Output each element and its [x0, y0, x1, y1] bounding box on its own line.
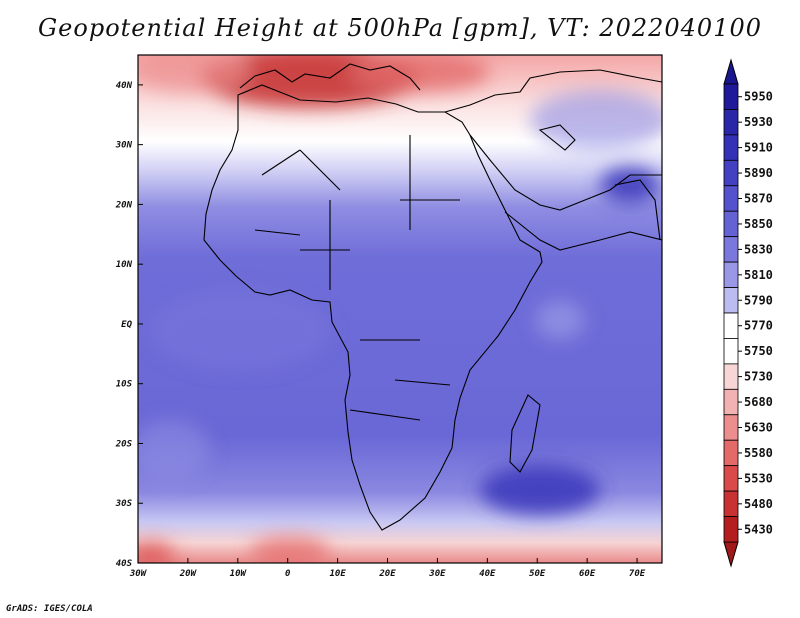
lon-tick-label: 10W [230, 569, 248, 579]
colorbar-swatch [723, 490, 739, 517]
lon-tick-label: 10E [329, 569, 346, 579]
colorbar-swatch [723, 109, 739, 136]
lon-tick-label: 30E [428, 569, 446, 579]
height-field [138, 55, 662, 563]
colorbar-swatch [723, 261, 739, 288]
lon-tick-label: 30W [129, 569, 148, 579]
colorbar-label: 5850 [744, 217, 773, 231]
coastlines [203, 63, 662, 531]
lon-tick-label: 40E [479, 569, 496, 579]
colorbar-label: 5480 [744, 497, 773, 511]
colorbar-swatch [723, 287, 739, 314]
colorbar-label: 5530 [744, 471, 773, 485]
lat-tick-label: EQ [121, 320, 132, 330]
colorbar-label: 5430 [744, 522, 773, 536]
colorbar-label: 5730 [744, 370, 773, 384]
lon-tick-label: 50E [529, 569, 546, 579]
lat-tick-label: 30S [115, 499, 133, 509]
lat-tick-label: 20S [115, 439, 133, 449]
colorbar-max-arrow [723, 58, 739, 85]
lat-tick-label: 20N [115, 200, 133, 210]
colorbar-label: 5770 [744, 319, 773, 333]
lat-tick-label: 30N [115, 141, 133, 151]
colorbar-swatch [723, 388, 739, 416]
colorbar-swatch [723, 159, 739, 187]
lon-tick-label: 20E [378, 569, 396, 579]
colorbar-swatch [723, 516, 739, 543]
colorbar-label: 5910 [744, 141, 773, 155]
colorbar-label: 5830 [744, 242, 773, 256]
colorbar: 5950 5930 5910 5890 5870 5850 5830 5810 5790 5770… [723, 58, 773, 568]
colorbar-swatch [723, 439, 739, 467]
colorbar-label: 5680 [744, 395, 773, 409]
lat-tick-label: 40N [116, 81, 133, 91]
map-title: Geopotential Height at 500hPa [gpm], VT:… [38, 14, 762, 42]
lon-tick-label: 70E [629, 569, 646, 579]
colorbar-swatch [723, 363, 739, 390]
colorbar-label: 5750 [744, 344, 773, 358]
lat-tick-label: 10N [116, 260, 133, 270]
colorbar-swatch [723, 414, 739, 441]
lon-tick-label: 60E [579, 569, 596, 579]
lon-tick-label: 0 [285, 569, 291, 579]
colorbar-swatch [723, 312, 739, 339]
colorbar-min-arrow [723, 541, 739, 568]
colorbar-swatch [723, 210, 739, 238]
colorbar-swatch [723, 134, 739, 161]
lat-tick-label: 40S [116, 559, 133, 569]
colorbar-label: 5950 [744, 90, 773, 104]
latitude-axis: 40N 30N 20N 10N EQ 10S 20S 30S 40S [115, 81, 143, 569]
colorbar-swatch [723, 338, 739, 365]
colorbar-label: 5810 [744, 268, 773, 282]
colorbar-label: 5630 [744, 421, 773, 435]
lat-tick-label: 10S [116, 380, 133, 390]
colorbar-label: 5790 [744, 293, 773, 307]
colorbar-swatch [723, 465, 739, 492]
colorbar-label: 5930 [744, 115, 773, 129]
colorbar-label: 5870 [744, 192, 773, 206]
colorbar-label: 5890 [744, 166, 773, 180]
lon-tick-label: 20W [179, 569, 198, 579]
map-frame [137, 54, 663, 564]
credit-text: GrADS: IGES/COLA [6, 604, 93, 614]
colorbar-label: 5580 [744, 446, 773, 460]
colorbar-swatch [723, 83, 739, 110]
colorbar-swatch [723, 236, 739, 263]
colorbar-swatch [723, 185, 739, 212]
